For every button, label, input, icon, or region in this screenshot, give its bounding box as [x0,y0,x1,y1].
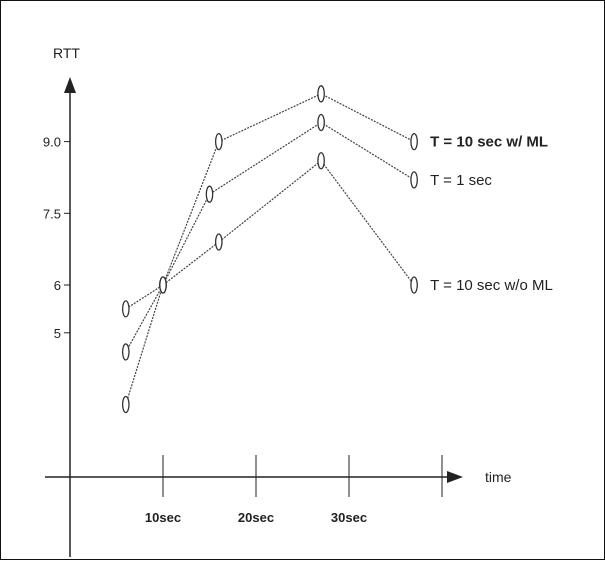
x-axis-title: time [485,469,512,485]
y-tick-label: 6 [54,278,61,293]
data-point-marker [216,234,222,250]
data-point-marker [160,277,166,293]
y-ticks: 9.0 7.5 6 5 [43,135,70,341]
series-line [126,161,414,309]
x-tick-label: 30sec [331,510,367,525]
y-tick-label: 5 [54,326,61,341]
x-axis-arrow-icon [447,471,463,483]
data-point-marker [318,114,324,130]
y-axis-title: RTT [53,45,80,61]
data-point-marker [216,134,222,150]
data-point-marker [123,344,129,360]
x-ticks: 10sec 20sec 30sec [145,455,442,525]
series-label: T = 10 sec w/ ML [430,134,548,151]
data-point-marker [318,153,324,169]
x-tick-label: 10sec [145,510,181,525]
data-point-marker [411,134,417,150]
data-point-marker [411,172,417,188]
data-point-marker [123,301,129,317]
series-label: T = 10 sec w/o ML [430,277,553,294]
series-line [126,94,414,405]
series-label: T = 1 sec [430,172,492,189]
data-point-marker [123,397,129,413]
data-point-marker [206,186,212,202]
data-point-marker [318,86,324,102]
y-tick-label: 7.5 [43,206,61,221]
y-tick-label: 9.0 [43,135,61,150]
y-axis-arrow-icon [64,77,76,93]
series-group: T = 10 sec w/ ML T = 1 sec T = 10 sec w/o … [123,86,553,413]
x-tick-label: 20sec [238,510,274,525]
data-point-marker [411,277,417,293]
series-line [126,122,414,351]
